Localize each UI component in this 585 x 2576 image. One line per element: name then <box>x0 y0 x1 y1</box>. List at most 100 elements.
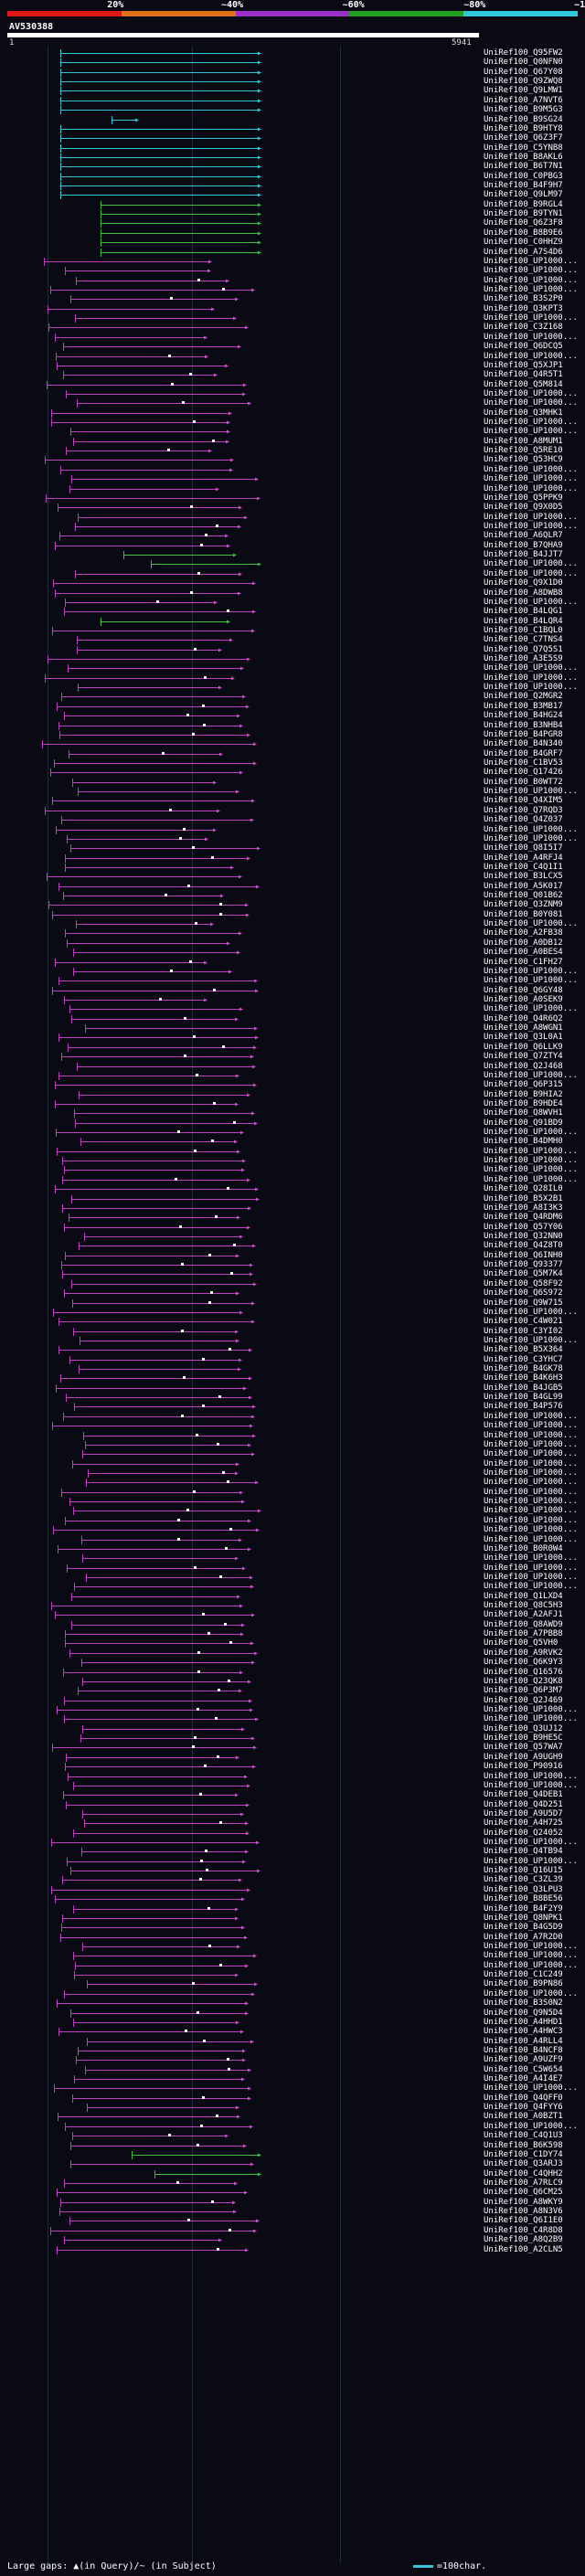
hit-row[interactable]: ▸ UniRef100_UP1000... <box>0 398 585 408</box>
hit-row[interactable]: ▸ UniRef100_A4I4E7 <box>0 2074 585 2084</box>
hit-row[interactable]: ▸ UniRef100_C5W654 <box>0 2065 585 2075</box>
hit-row[interactable]: ▸ UniRef100_C3Z168 <box>0 323 585 333</box>
hit-label-link[interactable]: UniRef100_UP1000... <box>484 464 578 474</box>
hit-row[interactable]: ▸ UniRef100_UP1000... <box>0 976 585 986</box>
hit-row[interactable]: ▸ UniRef100_A8Q2B9 <box>0 2235 585 2245</box>
hit-label-link[interactable]: UniRef100_A8WGN1 <box>484 1023 563 1034</box>
hit-alignment-bar[interactable] <box>47 384 245 386</box>
hit-row[interactable]: ▸ UniRef100_UP1000... <box>0 1459 585 1469</box>
hit-alignment-bar[interactable] <box>77 403 250 405</box>
hit-label-link[interactable]: UniRef100_Q9N5D4 <box>484 2008 563 2018</box>
hit-row[interactable]: ▸ UniRef100_A4RFJ4 <box>0 853 585 864</box>
hit-label-link[interactable]: UniRef100_C4R8D8 <box>484 2225 563 2235</box>
hit-row[interactable]: ▸ UniRef100_A6QLR7 <box>0 531 585 541</box>
hit-row[interactable]: ▸ UniRef100_B5X364 <box>0 1345 585 1355</box>
hit-row[interactable]: ▸ UniRef100_UP1000... <box>0 1468 585 1479</box>
hit-row[interactable]: ▸ UniRef100_C0PBG3 <box>0 172 585 182</box>
hit-row[interactable]: ▸ UniRef100_UP1000... <box>0 285 585 295</box>
hit-alignment-bar[interactable] <box>101 251 260 253</box>
hit-label-link[interactable]: UniRef100_UP1000... <box>484 1421 578 1431</box>
hit-label-link[interactable]: UniRef100_UP1000... <box>484 1165 578 1175</box>
hit-label-link[interactable]: UniRef100_A5K017 <box>484 881 563 891</box>
hit-label-link[interactable]: UniRef100_B4GRF7 <box>484 748 563 758</box>
hit-row[interactable]: ▸ UniRef100_A8DWB8 <box>0 588 585 599</box>
hit-label-link[interactable]: UniRef100_C4W021 <box>484 1317 563 1327</box>
hit-alignment-bar[interactable] <box>54 2088 250 2090</box>
hit-alignment-bar[interactable] <box>65 866 232 868</box>
hit-label-link[interactable]: UniRef100_B8B9E6 <box>484 228 563 238</box>
hit-row[interactable]: ▸ UniRef100_C3YI02 <box>0 1327 585 1337</box>
hit-row[interactable]: ▸ UniRef100_Q8WVH1 <box>0 1108 585 1118</box>
hit-row[interactable]: ▸ UniRef100_B4F2Y9 <box>0 1904 585 1914</box>
hit-row[interactable]: ▸ UniRef100_UP1000... <box>0 352 585 362</box>
hit-label-link[interactable]: UniRef100_Q6GY48 <box>484 985 563 995</box>
hit-row[interactable]: ▸ UniRef100_Q2MGR2 <box>0 692 585 702</box>
hit-row[interactable]: ▸ UniRef100_Q57WA7 <box>0 1743 585 1753</box>
hit-alignment-bar[interactable] <box>56 829 215 831</box>
hit-row[interactable]: ▸ UniRef100_B3MB17 <box>0 702 585 712</box>
hit-label-link[interactable]: UniRef100_Q53HC9 <box>484 455 563 465</box>
hit-label-link[interactable]: UniRef100_UP1000... <box>484 418 578 428</box>
hit-alignment-bar[interactable] <box>78 687 220 689</box>
hit-label-link[interactable]: UniRef100_B4HG24 <box>484 711 563 721</box>
hit-row[interactable]: ▸ UniRef100_B9RGL4 <box>0 200 585 210</box>
hit-label-link[interactable]: UniRef100_C1BV53 <box>484 758 563 768</box>
hit-alignment-bar[interactable] <box>61 696 244 698</box>
hit-alignment-bar[interactable] <box>101 204 260 206</box>
hit-label-link[interactable]: UniRef100_A4RFJ4 <box>484 853 563 863</box>
hit-alignment-bar[interactable] <box>58 507 240 509</box>
hit-row[interactable]: ▸ UniRef100_Q4TB94 <box>0 1847 585 1857</box>
hit-row[interactable]: ▸ UniRef100_UP1000... <box>0 313 585 323</box>
hit-row[interactable]: ▸ UniRef100_Q3UJ12 <box>0 1724 585 1734</box>
hit-label-link[interactable]: UniRef100_Q6S972 <box>484 1288 563 1299</box>
hit-alignment-bar[interactable] <box>66 393 244 395</box>
hit-alignment-bar[interactable] <box>73 970 230 972</box>
hit-alignment-bar[interactable] <box>60 62 260 64</box>
hit-row[interactable]: ▸ UniRef100_B6T7N1 <box>0 162 585 172</box>
hit-row[interactable]: ▸ UniRef100_C4QHH2 <box>0 2169 585 2179</box>
hit-row[interactable]: ▸ UniRef100_B4GRF7 <box>0 749 585 759</box>
hit-label-link[interactable]: UniRef100_Q3KPT3 <box>484 303 563 313</box>
hit-label-link[interactable]: UniRef100_C7TNS4 <box>484 635 563 645</box>
hit-label-link[interactable]: UniRef100_Q9LM97 <box>484 190 563 200</box>
hit-alignment-bar[interactable] <box>73 1908 237 1910</box>
hit-alignment-bar[interactable] <box>57 2003 247 2005</box>
hit-label-link[interactable]: UniRef100_Q23QK8 <box>484 1676 563 1686</box>
hit-row[interactable]: ▸ UniRef100_B4DMH0 <box>0 1137 585 1147</box>
hit-alignment-bar[interactable] <box>51 1889 249 1891</box>
hit-row[interactable]: ▸ UniRef100_Q7ZTY4 <box>0 1052 585 1062</box>
hit-alignment-bar[interactable] <box>59 535 227 537</box>
hit-label-link[interactable]: UniRef100_UP1000... <box>484 673 578 683</box>
hit-alignment-bar[interactable] <box>72 1463 238 1465</box>
hit-row[interactable]: ▸ UniRef100_Q3LPU3 <box>0 1885 585 1895</box>
hit-row[interactable]: ▸ UniRef100_UP1000... <box>0 683 585 693</box>
hit-label-link[interactable]: UniRef100_A9UGH9 <box>484 1752 563 1762</box>
hit-alignment-bar[interactable] <box>123 555 235 557</box>
hit-row[interactable]: ▸ UniRef100_Q17426 <box>0 768 585 778</box>
hit-label-link[interactable]: UniRef100_B4GL99 <box>484 1393 563 1403</box>
hit-alignment-bar[interactable] <box>46 497 259 499</box>
hit-alignment-bar[interactable] <box>69 1009 241 1011</box>
hit-row[interactable]: ▸ UniRef100_Q4Z037 <box>0 815 585 825</box>
hit-row[interactable]: ▸ UniRef100_Q4R5T1 <box>0 370 585 380</box>
hit-row[interactable]: ▸ UniRef100_A8I3K3 <box>0 1203 585 1214</box>
hit-label-link[interactable]: UniRef100_B9HDE4 <box>484 1098 563 1108</box>
hit-alignment-bar[interactable] <box>58 2116 239 2118</box>
hit-label-link[interactable]: UniRef100_UP1000... <box>484 1988 578 1998</box>
hit-alignment-bar[interactable] <box>61 1265 251 1267</box>
hit-label-link[interactable]: UniRef100_A2FB38 <box>484 928 563 938</box>
hit-label-link[interactable]: UniRef100_UP1000... <box>484 1174 578 1184</box>
hit-label-link[interactable]: UniRef100_B0Y081 <box>484 909 563 919</box>
hit-row[interactable]: ▸ UniRef100_A9UGH9 <box>0 1753 585 1763</box>
hit-alignment-bar[interactable] <box>101 620 229 622</box>
hit-row[interactable]: ▸ UniRef100_C4Q1U3 <box>0 2131 585 2141</box>
hit-label-link[interactable]: UniRef100_UP1000... <box>484 1307 578 1317</box>
hit-row[interactable]: ▸ UniRef100_B4NCF8 <box>0 2046 585 2056</box>
hit-alignment-bar[interactable] <box>62 1880 240 1882</box>
hit-row[interactable]: ▸ UniRef100_UP1000... <box>0 1582 585 1592</box>
hit-label-link[interactable]: UniRef100_UP1000... <box>484 1497 578 1507</box>
hit-label-link[interactable]: UniRef100_Q16U15 <box>484 1866 563 1876</box>
hit-alignment-bar[interactable] <box>62 1274 251 1276</box>
hit-label-link[interactable]: UniRef100_C1DY74 <box>484 2149 563 2159</box>
hit-label-link[interactable]: UniRef100_UP1000... <box>484 1449 578 1459</box>
